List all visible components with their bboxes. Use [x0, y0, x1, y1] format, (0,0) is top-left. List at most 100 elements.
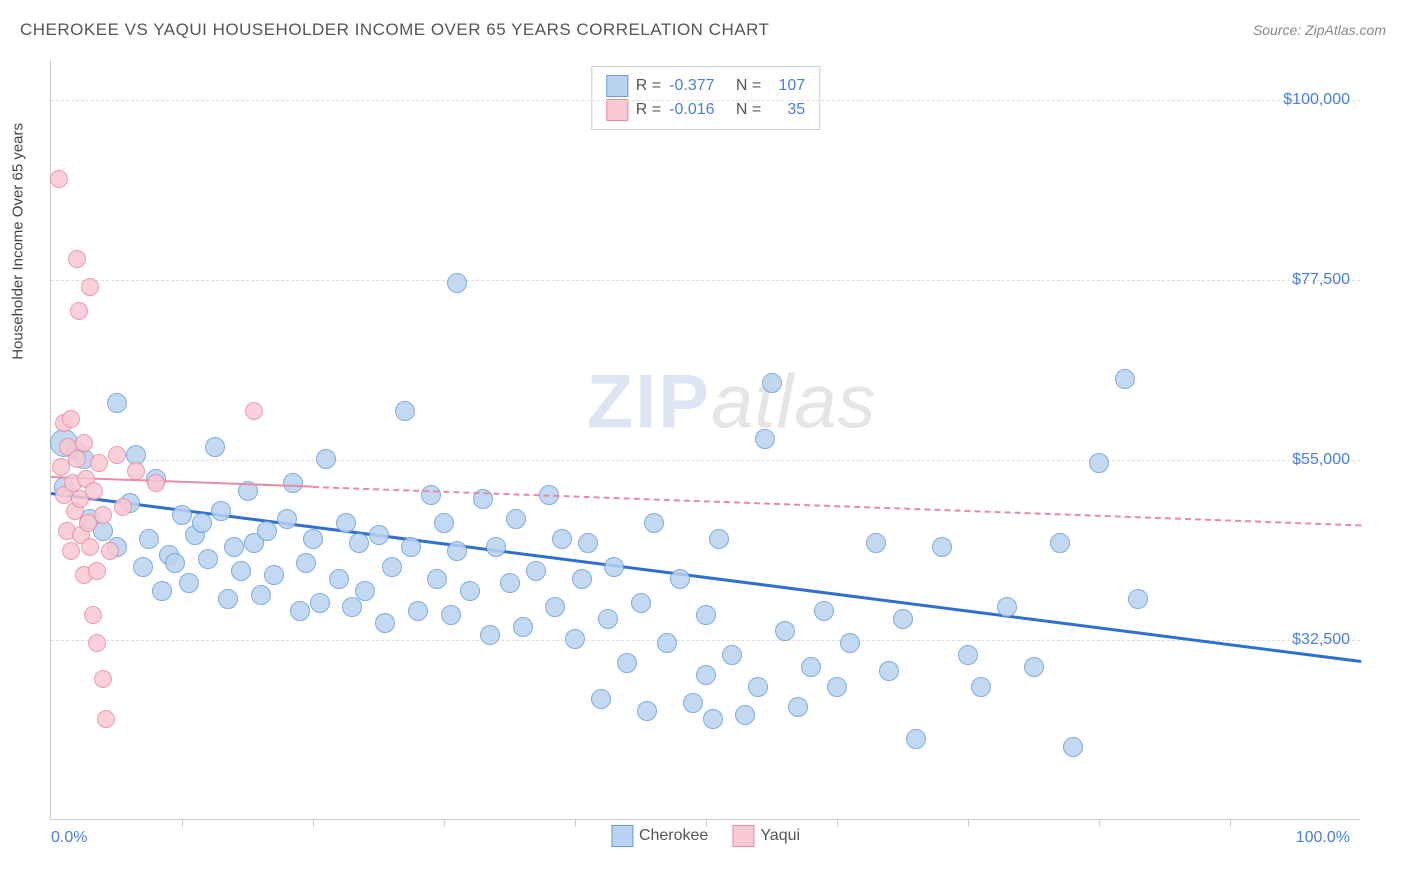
data-point-yaqui: [101, 542, 119, 560]
x-tick: [706, 819, 707, 827]
data-point-yaqui: [81, 538, 99, 556]
data-point-yaqui: [70, 302, 88, 320]
data-point-yaqui: [88, 634, 106, 652]
data-point-cherokee: [264, 565, 284, 585]
data-point-cherokee: [486, 537, 506, 557]
data-point-cherokee: [441, 605, 461, 625]
x-tick: [444, 819, 445, 827]
data-point-yaqui: [50, 170, 68, 188]
data-point-cherokee: [296, 553, 316, 573]
data-point-cherokee: [709, 529, 729, 549]
chart-title: CHEROKEE VS YAQUI HOUSEHOLDER INCOME OVE…: [20, 20, 769, 40]
gridline: [51, 640, 1360, 641]
data-point-cherokee: [840, 633, 860, 653]
data-point-yaqui: [84, 606, 102, 624]
data-point-yaqui: [68, 250, 86, 268]
legend-swatch: [611, 825, 633, 847]
data-point-cherokee: [617, 653, 637, 673]
data-point-cherokee: [257, 521, 277, 541]
data-point-cherokee: [866, 533, 886, 553]
data-point-cherokee: [506, 509, 526, 529]
data-point-cherokee: [657, 633, 677, 653]
data-point-cherokee: [814, 601, 834, 621]
data-point-cherokee: [310, 593, 330, 613]
legend-swatch: [606, 99, 628, 121]
watermark: ZIPatlas: [587, 358, 877, 445]
data-point-cherokee: [591, 689, 611, 709]
x-tick: [1099, 819, 1100, 827]
data-point-cherokee: [401, 537, 421, 557]
data-point-cherokee: [565, 629, 585, 649]
data-point-cherokee: [460, 581, 480, 601]
data-point-cherokee: [500, 573, 520, 593]
data-point-cherokee: [1115, 369, 1135, 389]
data-point-cherokee: [395, 401, 415, 421]
r-label: R =: [636, 101, 661, 119]
data-point-cherokee: [382, 557, 402, 577]
data-point-cherokee: [133, 557, 153, 577]
n-value: 35: [769, 101, 805, 119]
gridline: [51, 280, 1360, 281]
data-point-cherokee: [349, 533, 369, 553]
data-point-cherokee: [906, 729, 926, 749]
data-point-cherokee: [336, 513, 356, 533]
x-min-label: 0.0%: [51, 829, 87, 847]
data-point-cherokee: [513, 617, 533, 637]
data-point-yaqui: [62, 542, 80, 560]
data-point-cherokee: [735, 705, 755, 725]
data-point-cherokee: [277, 509, 297, 529]
data-point-cherokee: [211, 501, 231, 521]
y-tick-label: $100,000: [1283, 91, 1350, 109]
data-point-cherokee: [670, 569, 690, 589]
data-point-cherokee: [427, 569, 447, 589]
data-point-yaqui: [127, 462, 145, 480]
n-label: N =: [723, 77, 762, 95]
x-tick: [837, 819, 838, 827]
x-tick: [313, 819, 314, 827]
data-point-cherokee: [696, 665, 716, 685]
trendline-yaqui: [313, 486, 1361, 526]
data-point-cherokee: [637, 701, 657, 721]
data-point-yaqui: [97, 710, 115, 728]
data-point-cherokee: [526, 561, 546, 581]
data-point-yaqui: [88, 562, 106, 580]
r-value: -0.016: [669, 101, 714, 119]
data-point-yaqui: [85, 482, 103, 500]
data-point-cherokee: [696, 605, 716, 625]
data-point-cherokee: [1024, 657, 1044, 677]
data-point-cherokee: [421, 485, 441, 505]
data-point-yaqui: [62, 410, 80, 428]
data-point-cherokee: [598, 609, 618, 629]
correlation-legend: R = -0.377 N = 107R = -0.016 N = 35: [591, 66, 820, 130]
data-point-yaqui: [81, 278, 99, 296]
legend-swatch: [606, 75, 628, 97]
r-label: R =: [636, 77, 661, 95]
data-point-cherokee: [283, 473, 303, 493]
data-point-cherokee: [224, 537, 244, 557]
scatter-chart: ZIPatlas R = -0.377 N = 107R = -0.016 N …: [50, 60, 1360, 820]
data-point-cherokee: [107, 393, 127, 413]
data-point-cherokee: [316, 449, 336, 469]
data-point-cherokee: [748, 677, 768, 697]
data-point-cherokee: [578, 533, 598, 553]
legend-item-yaqui: Yaqui: [732, 825, 800, 847]
data-point-cherokee: [329, 569, 349, 589]
data-point-cherokee: [192, 513, 212, 533]
data-point-cherokee: [722, 645, 742, 665]
data-point-cherokee: [447, 273, 467, 293]
data-point-cherokee: [958, 645, 978, 665]
data-point-cherokee: [879, 661, 899, 681]
data-point-cherokee: [218, 589, 238, 609]
data-point-yaqui: [75, 434, 93, 452]
data-point-cherokee: [342, 597, 362, 617]
data-point-yaqui: [147, 474, 165, 492]
y-tick-label: $77,500: [1292, 271, 1350, 289]
data-point-yaqui: [114, 498, 132, 516]
data-point-cherokee: [251, 585, 271, 605]
legend-swatch: [732, 825, 754, 847]
data-point-cherokee: [631, 593, 651, 613]
x-max-label: 100.0%: [1296, 829, 1350, 847]
data-point-cherokee: [179, 573, 199, 593]
data-point-cherokee: [827, 677, 847, 697]
data-point-cherokee: [447, 541, 467, 561]
